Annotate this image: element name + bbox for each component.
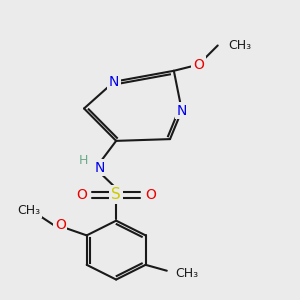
Text: O: O — [193, 58, 204, 72]
Text: O: O — [55, 218, 66, 232]
Text: N: N — [177, 103, 187, 118]
Text: CH₃: CH₃ — [18, 204, 41, 217]
Text: O: O — [146, 188, 156, 202]
Text: CH₃: CH₃ — [228, 39, 251, 52]
Text: N: N — [109, 75, 119, 89]
Text: CH₃: CH₃ — [175, 267, 198, 280]
Text: S: S — [111, 187, 121, 202]
Text: O: O — [76, 188, 87, 202]
Text: N: N — [94, 161, 104, 175]
Text: H: H — [79, 154, 88, 167]
